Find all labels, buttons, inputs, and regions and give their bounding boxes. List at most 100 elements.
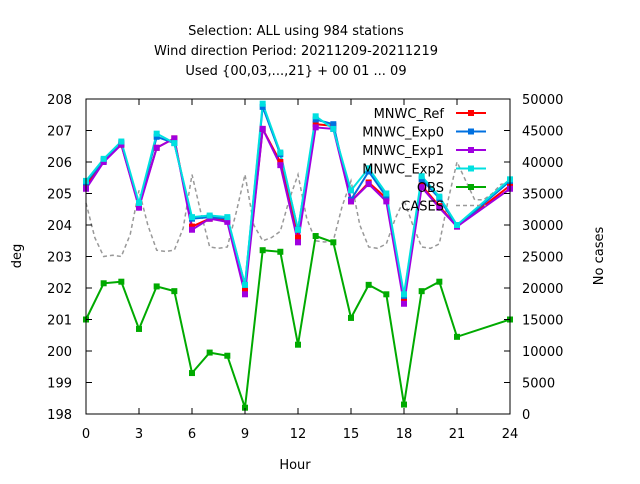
series-point-mnwc-exp1 [277,162,284,169]
series-point-obs [153,283,160,290]
series-point-mnwc-exp2 [277,149,284,156]
series-point-mnwc-exp2 [189,214,195,221]
series-point-mnwc-exp0 [330,121,337,128]
series-point-mnwc-exp2 [312,113,319,120]
series-point-obs [330,239,337,246]
legend-label-mnwc-exp1: MNWC_Exp1 [362,144,444,159]
series-point-mnwc-exp1 [436,204,443,211]
series-point-mnwc-exp2 [259,100,266,107]
series-point-mnwc-exp0 [418,176,425,183]
x-tick-label: 18 [396,427,413,442]
ticks-layer [85,98,511,415]
series-point-mnwc-exp2 [242,281,248,288]
chart-title-line: Wind direction Period: 20211209-20211219 [154,44,438,59]
legend: MNWC_Ref MNWC_Exp0 MNWC_Exp1 MNWC_Exp2 OBS CA… [362,107,486,215]
series-point-mnwc-exp2 [454,222,460,228]
series-point-mnwc-exp2 [100,155,107,162]
y-tick-label: 198 [47,408,72,423]
series-point-mnwc-ref [277,159,284,165]
series-lines-layer [85,103,511,409]
series-point-mnwc-exp0 [259,103,266,110]
series-point-mnwc-exp1 [118,141,125,148]
series-point-obs [259,247,266,254]
series-point-obs [277,248,284,255]
y-tick-label: 205 [47,188,72,203]
series-point-obs [454,333,460,340]
series-point-mnwc-ref [312,121,319,128]
series-point-obs [118,278,125,285]
series-line-mnwc-exp1 [85,125,511,304]
y2-tick-label: 40000 [522,156,563,171]
plot-frame-layer [85,98,511,415]
legend-marker-obs [468,184,474,190]
series-point-mnwc-exp2 [118,138,125,145]
series-point-mnwc-exp2 [295,226,301,233]
y2-tick-label: 0 [522,408,530,423]
series-line-mnwc-exp2 [85,103,511,295]
y2-tick-label: 20000 [522,282,563,297]
series-point-mnwc-exp1 [189,226,195,233]
series-point-obs [171,288,178,295]
series-point-mnwc-exp2 [136,199,142,206]
legend-label-mnwc-exp0: MNWC_Exp0 [362,126,444,141]
series-points-layer [83,100,513,411]
series-point-obs [189,370,195,377]
series-point-mnwc-exp2 [436,193,443,200]
y2-tick-label: 25000 [522,251,563,266]
series-point-obs [436,278,443,285]
series-point-mnwc-exp2 [330,125,337,132]
series-point-obs [136,325,142,332]
y-tick-label: 200 [47,345,72,360]
series-point-obs [348,314,354,321]
y2-tick-label: 15000 [522,314,563,329]
y-tick-label: 206 [47,156,72,171]
series-point-mnwc-exp0 [383,193,390,200]
series-point-mnwc-exp2 [418,173,425,180]
series-point-obs [242,404,248,411]
series-point-mnwc-exp1 [348,198,354,205]
y2-tick-label: 5000 [522,377,555,392]
legend-marker-mnwc-exp1 [468,147,474,153]
series-point-mnwc-ref [401,297,407,304]
y2-axis-label: No cases [592,227,607,286]
series-point-mnwc-exp0 [153,133,160,140]
y2-tick-label: 10000 [522,345,563,360]
legend-label-mnwc-exp2: MNWC_Exp2 [362,163,444,178]
series-point-obs [418,288,425,295]
series-point-obs [383,291,390,298]
x-tick-label: 21 [449,427,466,442]
series-point-mnwc-exp2 [383,190,390,197]
y2-tick-label: 50000 [522,93,563,108]
y-tick-label: 204 [47,219,72,234]
series-point-mnwc-exp2 [348,187,354,194]
series-point-mnwc-exp1 [295,239,301,246]
series-point-obs [100,280,107,287]
series-point-mnwc-exp1 [100,159,107,165]
x-tick-label: 24 [502,427,519,442]
series-point-obs [224,352,231,359]
series-point-mnwc-exp1 [401,300,407,307]
series-line-mnwc-exp0 [85,106,511,297]
series-point-mnwc-exp0 [312,116,319,123]
series-point-mnwc-exp2 [401,291,407,298]
series-point-obs [312,233,319,240]
series-point-mnwc-exp2 [171,140,178,147]
x-tick-label: 3 [135,427,143,442]
y-axis-label: deg [10,244,25,269]
series-point-mnwc-exp1 [136,204,142,211]
series-point-mnwc-exp1 [383,198,390,205]
x-axis-label: Hour [279,458,311,473]
series-point-obs [365,281,372,288]
series-point-mnwc-exp1 [171,135,178,142]
x-tick-label: 12 [290,427,307,442]
series-point-mnwc-exp1 [224,218,231,225]
series-point-mnwc-exp1 [242,291,248,298]
cases-series-layer [85,159,510,258]
y2-tick-label: 30000 [522,219,563,234]
x-tick-label: 15 [343,427,360,442]
series-line-obs [85,234,511,409]
chart-title-line: Selection: ALL using 984 stations [188,24,404,39]
series-point-mnwc-exp1 [418,184,425,191]
legend-marker-mnwc-exp0 [468,128,474,135]
